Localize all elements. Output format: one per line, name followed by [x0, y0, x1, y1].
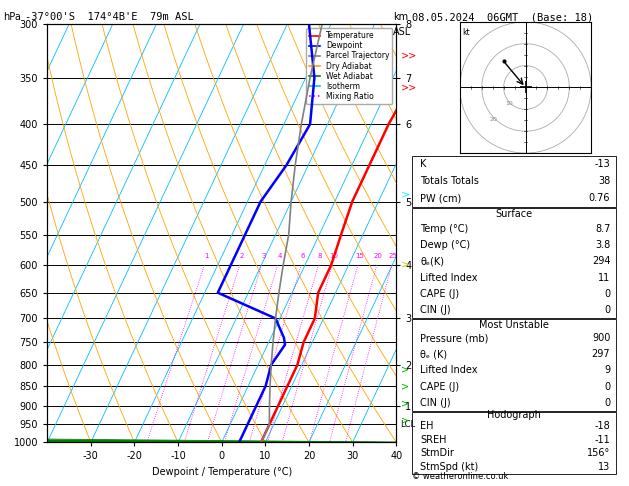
Text: StmSpd (kt): StmSpd (kt) — [420, 462, 479, 472]
Text: >: > — [401, 382, 409, 391]
Text: Most Unstable: Most Unstable — [479, 320, 549, 330]
Text: 10: 10 — [506, 101, 513, 106]
Text: Hodograph: Hodograph — [487, 410, 541, 420]
Text: Totals Totals: Totals Totals — [420, 176, 479, 186]
Text: -11: -11 — [594, 434, 610, 445]
Text: SREH: SREH — [420, 434, 447, 445]
Text: CAPE (J): CAPE (J) — [420, 289, 459, 299]
Legend: Temperature, Dewpoint, Parcel Trajectory, Dry Adiabat, Wet Adiabat, Isotherm, Mi: Temperature, Dewpoint, Parcel Trajectory… — [306, 28, 392, 104]
Text: 20: 20 — [489, 118, 497, 122]
Text: >: > — [401, 364, 409, 374]
Text: 9: 9 — [604, 365, 610, 376]
Text: PW (cm): PW (cm) — [420, 193, 462, 203]
Text: © weatheronline.co.uk: © weatheronline.co.uk — [412, 472, 508, 481]
Text: 11: 11 — [598, 273, 610, 283]
Text: 15: 15 — [355, 253, 364, 259]
Text: >: > — [401, 190, 410, 199]
Text: CIN (J): CIN (J) — [420, 305, 451, 315]
Text: 0.76: 0.76 — [589, 193, 610, 203]
Text: 1: 1 — [204, 253, 209, 259]
Text: 0: 0 — [604, 382, 610, 392]
Text: ASL: ASL — [393, 27, 411, 37]
Text: 297: 297 — [592, 349, 610, 359]
Text: 08.05.2024  06GMT  (Base: 18): 08.05.2024 06GMT (Base: 18) — [412, 12, 593, 22]
Text: -18: -18 — [594, 421, 610, 431]
Text: >>: >> — [401, 51, 417, 61]
Text: Lifted Index: Lifted Index — [420, 365, 477, 376]
Text: >>: >> — [401, 83, 417, 92]
Text: 0: 0 — [604, 305, 610, 315]
Text: Lifted Index: Lifted Index — [420, 273, 477, 283]
Text: 8.7: 8.7 — [595, 224, 610, 234]
Text: LCL: LCL — [400, 420, 415, 429]
Text: kt: kt — [462, 28, 470, 37]
Text: Dewp (°C): Dewp (°C) — [420, 240, 470, 250]
Text: Surface: Surface — [496, 209, 533, 219]
Text: StmDir: StmDir — [420, 448, 454, 458]
Text: 20: 20 — [374, 253, 383, 259]
Text: CAPE (J): CAPE (J) — [420, 382, 459, 392]
Text: hPa: hPa — [3, 12, 21, 22]
Text: θₑ(K): θₑ(K) — [420, 257, 444, 266]
Text: >: > — [401, 416, 409, 425]
Text: -37°00'S  174°4B'E  79m ASL: -37°00'S 174°4B'E 79m ASL — [25, 12, 194, 22]
Text: >: > — [401, 260, 410, 270]
Text: 900: 900 — [592, 333, 610, 343]
Text: CIN (J): CIN (J) — [420, 398, 451, 408]
Text: EH: EH — [420, 421, 433, 431]
Text: 156°: 156° — [587, 448, 610, 458]
Text: Pressure (mb): Pressure (mb) — [420, 333, 489, 343]
Text: 13: 13 — [598, 462, 610, 472]
X-axis label: Dewpoint / Temperature (°C): Dewpoint / Temperature (°C) — [152, 467, 292, 477]
Text: 2: 2 — [240, 253, 244, 259]
Text: θₑ (K): θₑ (K) — [420, 349, 447, 359]
Text: 4: 4 — [277, 253, 282, 259]
Text: 38: 38 — [598, 176, 610, 186]
Text: 6: 6 — [301, 253, 305, 259]
Text: K: K — [420, 159, 426, 169]
Text: km: km — [393, 12, 408, 22]
Text: >: > — [401, 399, 409, 408]
Text: 3: 3 — [261, 253, 265, 259]
Text: 3.8: 3.8 — [595, 240, 610, 250]
Text: Temp (°C): Temp (°C) — [420, 224, 469, 234]
Text: 10: 10 — [330, 253, 338, 259]
Text: -13: -13 — [594, 159, 610, 169]
Text: 0: 0 — [604, 398, 610, 408]
Text: 294: 294 — [592, 257, 610, 266]
Text: 25: 25 — [389, 253, 398, 259]
Text: 0: 0 — [604, 289, 610, 299]
Text: 8: 8 — [318, 253, 323, 259]
